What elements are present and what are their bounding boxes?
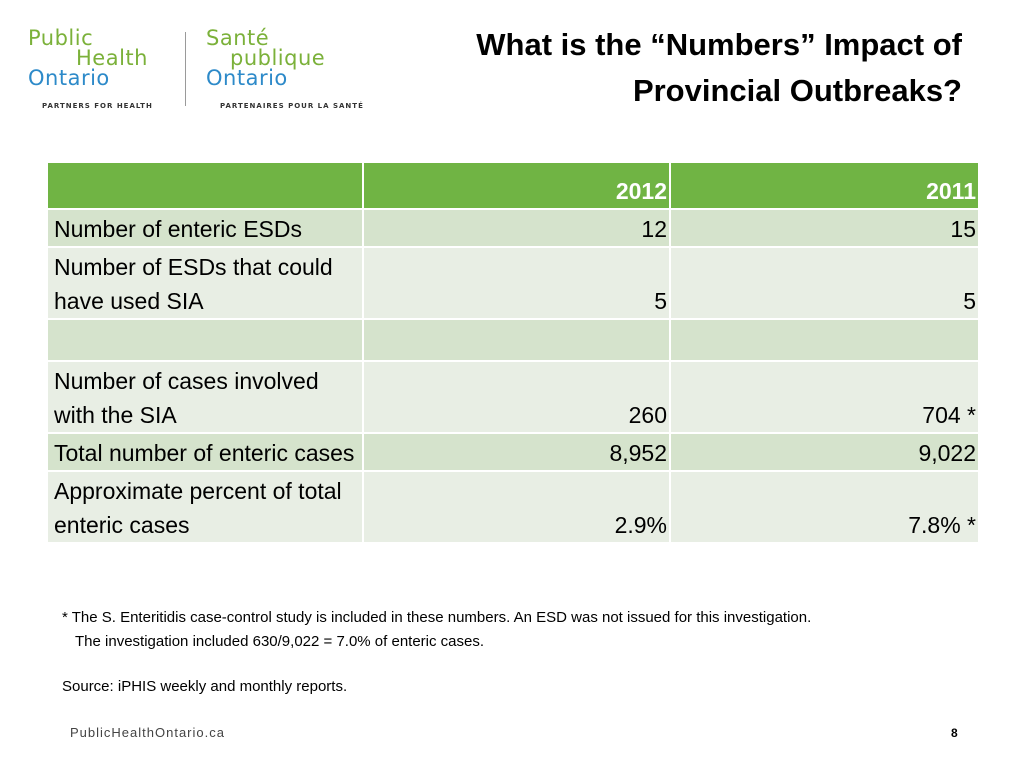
row-label bbox=[46, 318, 364, 362]
public-health-ontario-logo: Public Health Ontario PARTNERS FOR HEALT… bbox=[28, 26, 368, 111]
logo-word-ontario-fr: Ontario bbox=[206, 66, 288, 90]
value-2011: 5 bbox=[669, 246, 980, 320]
slide-title: What is the “Numbers” Impact of Provinci… bbox=[402, 22, 962, 114]
table-row-empty bbox=[46, 318, 980, 362]
logo-tagline-fr: PARTENAIRES POUR LA SANTÉ bbox=[220, 102, 364, 110]
value-2011: 7.8% * bbox=[669, 470, 980, 544]
value-2011: 15 bbox=[669, 208, 980, 248]
value-2011: 704 * bbox=[669, 360, 980, 434]
table-row: Number of ESDs that could have used SIA … bbox=[46, 246, 980, 320]
header-cell-2012: 2012 bbox=[362, 161, 671, 210]
logo-word-health: Health bbox=[76, 46, 148, 70]
value-2012 bbox=[362, 318, 671, 362]
value-2012: 5 bbox=[362, 246, 671, 320]
row-label: Number of ESDs that could have used SIA bbox=[46, 246, 364, 320]
page-number: 8 bbox=[951, 726, 958, 740]
logo-word-public: Public bbox=[28, 26, 94, 50]
table-row: Total number of enteric cases 8,952 9,02… bbox=[46, 432, 980, 472]
slide-title-line2: Provincial Outbreaks? bbox=[632, 73, 962, 108]
value-2011 bbox=[669, 318, 980, 362]
value-2012: 8,952 bbox=[362, 432, 671, 472]
table-row: Approximate percent of total enteric cas… bbox=[46, 470, 980, 544]
value-2011: 9,022 bbox=[669, 432, 980, 472]
source-note: Source: iPHIS weekly and monthly reports… bbox=[62, 678, 348, 695]
value-2012: 12 bbox=[362, 208, 671, 248]
outbreak-numbers-table: 2012 2011 Number of enteric ESDs 12 15 N… bbox=[46, 161, 980, 544]
table-row: Number of enteric ESDs 12 15 bbox=[46, 208, 980, 248]
row-label: Number of enteric ESDs bbox=[46, 208, 364, 248]
logo-word-publique: publique bbox=[230, 46, 326, 70]
footnote: * The S. Enteritidis case-control study … bbox=[62, 606, 992, 654]
logo-french: Santé publique Ontario PARTENAIRES POUR … bbox=[206, 26, 364, 111]
header-cell-blank bbox=[46, 161, 364, 210]
logo-english: Public Health Ontario PARTNERS FOR HEALT… bbox=[28, 26, 153, 111]
header-cell-2011: 2011 bbox=[669, 161, 980, 210]
value-2012: 2.9% bbox=[362, 470, 671, 544]
value-2012: 260 bbox=[362, 360, 671, 434]
logo-divider bbox=[185, 32, 186, 106]
logo-tagline-en: PARTNERS FOR HEALTH bbox=[42, 102, 153, 110]
logo-word-sante: Santé bbox=[206, 26, 270, 50]
footnote-line2: The investigation included 630/9,022 = 7… bbox=[75, 633, 485, 650]
row-label: Approximate percent of total enteric cas… bbox=[46, 470, 364, 544]
footnote-line1: * The S. Enteritidis case-control study … bbox=[62, 609, 812, 626]
row-label: Total number of enteric cases bbox=[46, 432, 364, 472]
table-header-row: 2012 2011 bbox=[46, 161, 980, 210]
website-url: PublicHealthOntario.ca bbox=[70, 725, 225, 740]
logo-word-ontario: Ontario bbox=[28, 66, 110, 90]
table-row: Number of cases involved with the SIA 26… bbox=[46, 360, 980, 434]
slide-title-line1: What is the “Numbers” Impact of bbox=[476, 27, 962, 62]
row-label: Number of cases involved with the SIA bbox=[46, 360, 364, 434]
